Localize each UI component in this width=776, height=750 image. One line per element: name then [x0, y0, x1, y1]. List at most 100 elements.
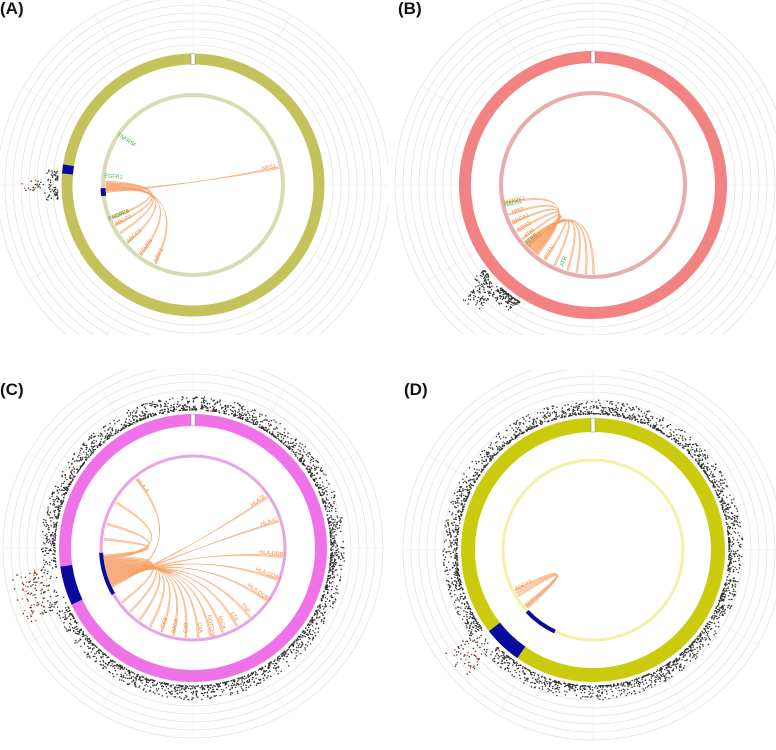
manhattan-point: [722, 611, 724, 613]
manhattan-point: [597, 697, 599, 699]
manhattan-point: [510, 306, 512, 308]
manhattan-point: [293, 444, 295, 446]
manhattan-point: [704, 629, 706, 631]
manhattan-point: [76, 460, 78, 462]
manhattan-point: [50, 191, 52, 193]
spoke: [309, 252, 363, 283]
manhattan-point: [125, 425, 127, 427]
panel-d: (D) ADCY3: [388, 370, 776, 745]
manhattan-point: [46, 541, 48, 543]
manhattan-point: [481, 463, 483, 465]
manhattan-point: [485, 275, 487, 277]
manhattan-point: [474, 668, 476, 670]
manhattan-point: [259, 668, 261, 670]
manhattan-point: [338, 558, 340, 560]
manhattan-point: [48, 542, 50, 544]
manhattan-point: [333, 519, 335, 521]
manhattan-point: [490, 442, 492, 444]
manhattan-point: [29, 580, 31, 582]
manhattan-point: [456, 535, 458, 537]
manhattan-point: [35, 582, 37, 584]
manhattan-point: [181, 688, 183, 690]
manhattan-point: [36, 183, 38, 185]
manhattan-point: [665, 678, 667, 680]
manhattan-point: [115, 429, 117, 431]
gene-label: NRF2: [153, 247, 165, 263]
manhattan-point: [193, 692, 195, 694]
manhattan-point: [481, 303, 483, 305]
manhattan-point: [53, 560, 55, 562]
manhattan-point: [269, 662, 271, 664]
manhattan-point: [253, 671, 255, 673]
manhattan-point: [100, 661, 102, 663]
manhattan-point: [74, 476, 76, 478]
manhattan-point: [128, 671, 130, 673]
manhattan-point: [121, 665, 123, 667]
manhattan-point: [503, 297, 505, 299]
manhattan-point: [304, 633, 306, 635]
manhattan-point: [30, 607, 32, 609]
manhattan-point: [332, 531, 334, 533]
manhattan-point: [92, 648, 94, 650]
manhattan-point: [48, 178, 50, 180]
manhattan-point: [689, 650, 691, 652]
manhattan-point: [489, 455, 491, 457]
manhattan-point: [45, 520, 47, 522]
manhattan-point: [305, 627, 307, 629]
manhattan-point: [620, 409, 622, 411]
manhattan-point: [598, 692, 600, 694]
manhattan-point: [335, 550, 337, 552]
manhattan-point: [717, 493, 719, 495]
manhattan-point: [82, 457, 84, 459]
manhattan-point: [318, 486, 320, 488]
manhattan-point: [449, 511, 451, 513]
manhattan-point: [186, 406, 188, 408]
manhattan-point: [247, 675, 249, 677]
manhattan-point: [30, 616, 32, 618]
manhattan-point: [303, 449, 305, 451]
circos-plot-d: ADCY3: [388, 370, 776, 745]
manhattan-point: [67, 486, 69, 488]
manhattan-point: [507, 294, 509, 296]
manhattan-point: [326, 582, 328, 584]
manhattan-point: [240, 683, 242, 685]
manhattan-point: [634, 683, 636, 685]
manhattan-point: [27, 618, 29, 620]
manhattan-point: [606, 693, 608, 695]
manhattan-point: [274, 665, 276, 667]
manhattan-point: [27, 599, 29, 601]
manhattan-point: [46, 536, 48, 538]
manhattan-point: [44, 597, 46, 599]
manhattan-point: [171, 410, 173, 412]
manhattan-point: [475, 472, 477, 474]
manhattan-point: [600, 405, 602, 407]
manhattan-point: [105, 654, 107, 656]
manhattan-point: [35, 187, 37, 189]
manhattan-point: [733, 531, 735, 533]
manhattan-point: [625, 411, 627, 413]
manhattan-point: [505, 437, 507, 439]
manhattan-point: [327, 514, 329, 516]
manhattan-point: [235, 687, 237, 689]
manhattan-point: [288, 665, 290, 667]
manhattan-point: [50, 610, 52, 612]
manhattan-point: [132, 417, 134, 419]
manhattan-point: [455, 539, 457, 541]
manhattan-point: [455, 550, 457, 552]
manhattan-point: [330, 548, 332, 550]
manhattan-point: [35, 577, 37, 579]
manhattan-point: [316, 466, 318, 468]
manhattan-point: [268, 428, 270, 430]
manhattan-point: [314, 466, 316, 468]
manhattan-point: [174, 690, 176, 692]
manhattan-point: [483, 278, 485, 280]
manhattan-point: [483, 287, 485, 289]
manhattan-point: [735, 561, 737, 563]
manhattan-point: [337, 517, 339, 519]
manhattan-point: [56, 489, 58, 491]
manhattan-point: [43, 572, 45, 574]
manhattan-point: [147, 685, 149, 687]
manhattan-point: [61, 502, 63, 504]
manhattan-point: [68, 616, 70, 618]
manhattan-point: [454, 548, 456, 550]
